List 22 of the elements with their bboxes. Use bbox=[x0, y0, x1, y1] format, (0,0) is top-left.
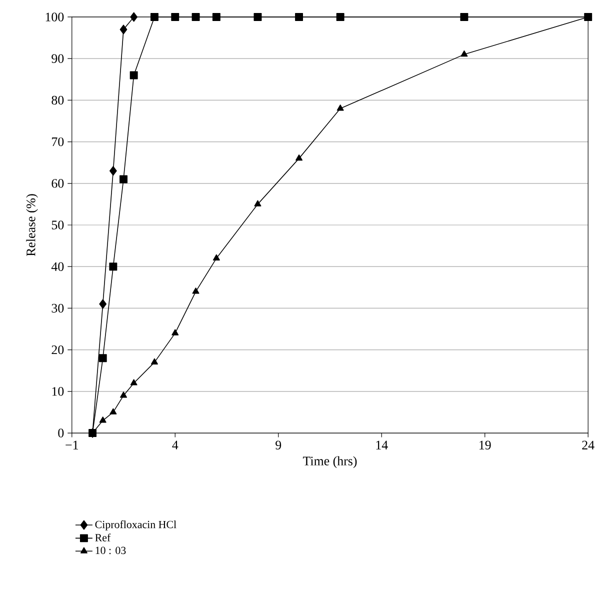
legend-label: Ref bbox=[95, 534, 111, 542]
x-tick-label: 4 bbox=[172, 440, 178, 450]
x-tick-label: 19 bbox=[480, 440, 491, 450]
y-tick-label: 70 bbox=[52, 137, 64, 146]
y-tick-label: 80 bbox=[52, 96, 64, 105]
x-tick-label: −1 bbox=[66, 440, 78, 450]
x-axis-title: Time (hrs) bbox=[302, 456, 357, 468]
y-tick-label: 90 bbox=[52, 54, 64, 63]
y-tick-label: 40 bbox=[51, 262, 64, 271]
y-axis-title: Release (%) bbox=[26, 194, 38, 256]
y-tick-label: 100 bbox=[46, 12, 64, 22]
y-tick-label: 20 bbox=[52, 345, 64, 354]
legend-label: 10 : 03 bbox=[96, 546, 126, 554]
y-tick-label: 30 bbox=[52, 304, 64, 313]
y-tick-label: 10 bbox=[52, 387, 64, 396]
x-tick-label: 9 bbox=[276, 440, 282, 450]
x-tick-label: 14 bbox=[376, 440, 388, 450]
y-tick-label: 0 bbox=[58, 428, 64, 438]
legend-label: Ciprofloxacin HCl bbox=[95, 520, 176, 530]
x-tick-label: 24 bbox=[582, 440, 594, 450]
y-tick-label: 50 bbox=[52, 220, 64, 230]
y-tick-label: 60 bbox=[52, 179, 64, 188]
